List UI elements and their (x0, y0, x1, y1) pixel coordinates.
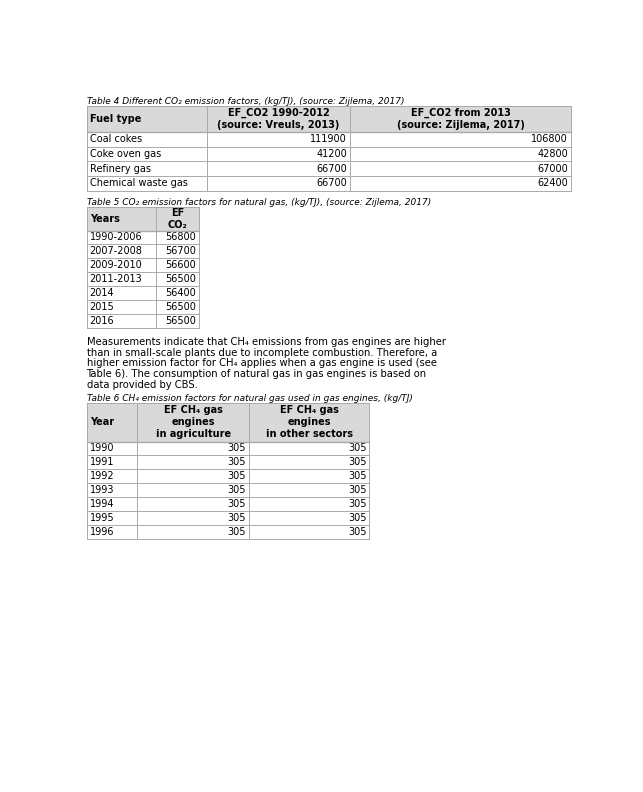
Text: 56600: 56600 (165, 261, 196, 270)
Text: 305: 305 (348, 485, 367, 495)
Text: 1993: 1993 (89, 485, 114, 495)
Text: 305: 305 (348, 499, 367, 509)
Text: 305: 305 (228, 512, 246, 523)
Text: 56400: 56400 (165, 288, 196, 298)
Text: 1990-2006: 1990-2006 (89, 233, 142, 242)
Text: Table 6 CH₄ emission factors for natural gas used in gas engines, (kg/TJ): Table 6 CH₄ emission factors for natural… (87, 394, 412, 403)
Bar (87, 106, 571, 132)
Text: 1990: 1990 (89, 444, 114, 454)
Text: 2009-2010: 2009-2010 (89, 261, 143, 270)
Text: Table 6). The consumption of natural gas in gas engines is based on: Table 6). The consumption of natural gas… (87, 369, 427, 379)
Text: 305: 305 (228, 527, 246, 537)
Text: 1996: 1996 (89, 527, 114, 537)
Text: Refinery gas: Refinery gas (89, 164, 150, 173)
Text: 305: 305 (348, 471, 367, 482)
Text: EF_CO2 from 2013
(source: Zijlema, 2017): EF_CO2 from 2013 (source: Zijlema, 2017) (397, 108, 525, 130)
Text: EF CH₄ gas
engines
in other sectors: EF CH₄ gas engines in other sectors (266, 406, 353, 440)
Text: Coke oven gas: Coke oven gas (89, 149, 161, 159)
Text: 42800: 42800 (537, 149, 568, 159)
Text: 2011-2013: 2011-2013 (89, 274, 143, 284)
Text: 2016: 2016 (89, 316, 114, 326)
Text: EF_CO2 1990-2012
(source: Vreuls, 2013): EF_CO2 1990-2012 (source: Vreuls, 2013) (217, 108, 340, 130)
Text: 305: 305 (348, 444, 367, 454)
Text: 1991: 1991 (89, 457, 114, 467)
Text: Fuel type: Fuel type (89, 114, 141, 124)
Text: 56500: 56500 (165, 274, 196, 284)
Text: 1992: 1992 (89, 471, 114, 482)
Text: 305: 305 (228, 499, 246, 509)
Text: 305: 305 (348, 512, 367, 523)
Text: 106800: 106800 (531, 135, 568, 144)
Text: than in small-scale plants due to incomplete combustion. Therefore, a: than in small-scale plants due to incomp… (87, 348, 437, 358)
Text: 305: 305 (348, 457, 367, 467)
Text: 62400: 62400 (537, 178, 568, 188)
Text: 56500: 56500 (165, 316, 196, 326)
Text: 305: 305 (228, 444, 246, 454)
Bar (87, 208, 199, 230)
Text: 111900: 111900 (310, 135, 347, 144)
Text: 56700: 56700 (165, 246, 196, 257)
Text: 41200: 41200 (316, 149, 347, 159)
Text: Years: Years (89, 214, 120, 224)
Text: 66700: 66700 (316, 178, 347, 188)
Text: Table 5 CO₂ emission factors for natural gas, (kg/TJ), (source: Zijlema, 2017): Table 5 CO₂ emission factors for natural… (87, 198, 431, 208)
Text: Chemical waste gas: Chemical waste gas (89, 178, 188, 188)
Text: 2007-2008: 2007-2008 (89, 246, 143, 257)
Text: data provided by CBS.: data provided by CBS. (87, 380, 197, 390)
Text: 1995: 1995 (89, 512, 114, 523)
Text: Coal cokes: Coal cokes (89, 135, 142, 144)
Text: 56500: 56500 (165, 302, 196, 312)
Text: 2015: 2015 (89, 302, 114, 312)
Text: 305: 305 (228, 485, 246, 495)
Text: 1994: 1994 (89, 499, 114, 509)
Text: 305: 305 (228, 457, 246, 467)
Text: higher emission factor for CH₄ applies when a gas engine is used (see: higher emission factor for CH₄ applies w… (87, 358, 437, 368)
Text: 305: 305 (228, 471, 246, 482)
Text: 305: 305 (348, 527, 367, 537)
Text: Table 4 Different CO₂ emission factors, (kg/TJ), (source: Zijlema, 2017): Table 4 Different CO₂ emission factors, … (87, 97, 404, 105)
Text: EF CH₄ gas
engines
in agriculture: EF CH₄ gas engines in agriculture (156, 406, 231, 440)
Text: EF
CO₂: EF CO₂ (168, 208, 188, 230)
Text: 66700: 66700 (316, 164, 347, 173)
Bar (87, 403, 370, 441)
Text: 2014: 2014 (89, 288, 114, 298)
Text: Year: Year (89, 417, 114, 428)
Text: 56800: 56800 (165, 233, 196, 242)
Text: Measurements indicate that CH₄ emissions from gas engines are higher: Measurements indicate that CH₄ emissions… (87, 337, 446, 347)
Text: 67000: 67000 (537, 164, 568, 173)
